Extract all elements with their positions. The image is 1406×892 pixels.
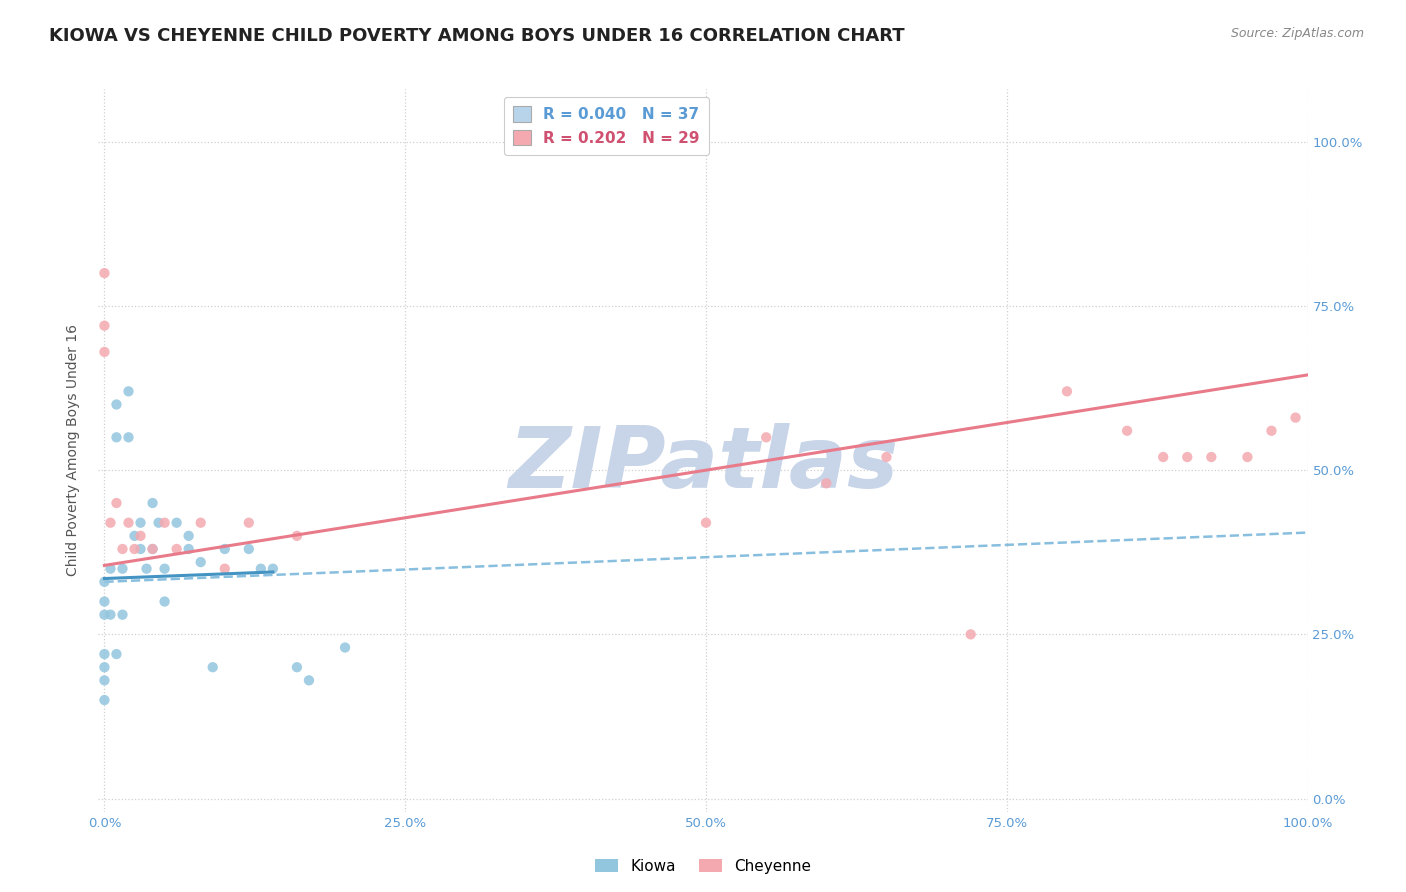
Text: KIOWA VS CHEYENNE CHILD POVERTY AMONG BOYS UNDER 16 CORRELATION CHART: KIOWA VS CHEYENNE CHILD POVERTY AMONG BO… <box>49 27 905 45</box>
Point <box>117 516 139 530</box>
Point <box>93 345 115 359</box>
Point <box>111 562 134 576</box>
Point <box>93 574 115 589</box>
Point <box>695 516 717 530</box>
Point <box>129 516 152 530</box>
Point <box>135 562 157 576</box>
Point <box>93 693 115 707</box>
Point <box>755 430 778 444</box>
Point <box>177 541 200 556</box>
Point <box>214 541 236 556</box>
Point <box>1175 450 1198 464</box>
Point <box>190 516 212 530</box>
Point <box>238 516 260 530</box>
Point <box>129 529 152 543</box>
Text: ZIPatlas: ZIPatlas <box>508 424 898 507</box>
Point <box>111 607 134 622</box>
Point <box>1284 410 1306 425</box>
Point <box>1236 450 1258 464</box>
Point <box>142 541 165 556</box>
Point <box>93 647 115 661</box>
Point <box>124 529 146 543</box>
Point <box>100 562 122 576</box>
Point <box>959 627 981 641</box>
Point <box>1056 384 1078 399</box>
Point <box>93 607 115 622</box>
Point <box>815 476 838 491</box>
Point <box>1260 424 1282 438</box>
Point <box>262 562 284 576</box>
Point <box>153 516 176 530</box>
Point <box>177 529 200 543</box>
Point <box>190 555 212 569</box>
Point <box>250 562 273 576</box>
Point <box>105 397 128 411</box>
Point <box>111 541 134 556</box>
Point <box>285 660 308 674</box>
Point <box>105 647 128 661</box>
Point <box>93 594 115 608</box>
Point <box>238 541 260 556</box>
Point <box>93 266 115 280</box>
Point <box>100 516 122 530</box>
Point <box>201 660 224 674</box>
Legend: R = 0.040   N = 37, R = 0.202   N = 29: R = 0.040 N = 37, R = 0.202 N = 29 <box>503 97 709 155</box>
Y-axis label: Child Poverty Among Boys Under 16: Child Poverty Among Boys Under 16 <box>66 325 80 576</box>
Point <box>1201 450 1223 464</box>
Legend: Kiowa, Cheyenne: Kiowa, Cheyenne <box>589 853 817 880</box>
Point <box>166 516 188 530</box>
Point <box>333 640 356 655</box>
Point <box>214 562 236 576</box>
Point <box>93 318 115 333</box>
Point <box>105 430 128 444</box>
Text: Source: ZipAtlas.com: Source: ZipAtlas.com <box>1230 27 1364 40</box>
Point <box>100 607 122 622</box>
Point <box>875 450 897 464</box>
Point <box>93 673 115 688</box>
Point <box>298 673 321 688</box>
Point <box>166 541 188 556</box>
Point <box>105 496 128 510</box>
Point <box>148 516 170 530</box>
Point <box>285 529 308 543</box>
Point <box>153 594 176 608</box>
Point <box>153 562 176 576</box>
Point <box>1116 424 1139 438</box>
Point <box>124 541 146 556</box>
Point <box>142 496 165 510</box>
Point <box>117 384 139 399</box>
Point <box>93 660 115 674</box>
Point <box>129 541 152 556</box>
Point <box>1152 450 1174 464</box>
Point <box>142 541 165 556</box>
Point <box>117 430 139 444</box>
